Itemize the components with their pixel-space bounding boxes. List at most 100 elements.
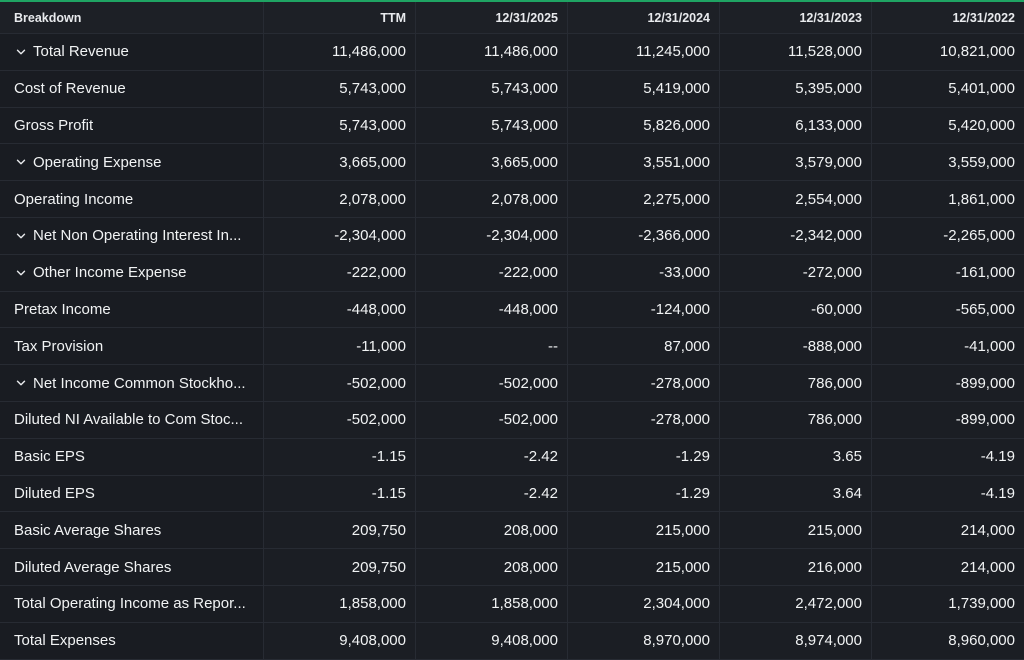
value-cell: 8,960,000 (872, 622, 1024, 659)
value-cell: 2,078,000 (416, 181, 568, 217)
row-label: Diluted EPS (14, 484, 95, 502)
value-cell: 5,401,000 (872, 70, 1024, 107)
row-label-cell: Total Operating Income as Repor... (0, 585, 264, 622)
row-label-cell[interactable]: Total Revenue (0, 34, 264, 70)
value-cell: 1,739,000 (872, 585, 1024, 622)
value-cell: -161,000 (872, 254, 1024, 291)
value-cell: 3,579,000 (720, 144, 872, 181)
row-label-cell: Pretax Income (0, 291, 264, 328)
value-cell: 208,000 (416, 549, 568, 585)
row-label-cell: Diluted EPS (0, 475, 264, 512)
value-cell: 2,472,000 (720, 585, 872, 622)
value-cell: 3,665,000 (416, 144, 568, 181)
value-cell: 209,750 (264, 512, 416, 549)
value-cell: -4.19 (872, 438, 1024, 475)
value-cell: 5,743,000 (416, 107, 568, 144)
row-label: Tax Provision (14, 337, 104, 355)
value-cell: -888,000 (720, 328, 872, 365)
value-cell: 8,970,000 (568, 622, 720, 659)
chevron-down-icon[interactable] (14, 266, 27, 279)
value-cell: -278,000 (568, 365, 720, 401)
value-cell: -2.42 (416, 475, 568, 512)
value-cell: 5,743,000 (264, 70, 416, 107)
row-label: Gross Profit (14, 116, 94, 134)
value-cell: -- (416, 328, 568, 365)
value-cell: -899,000 (872, 365, 1024, 401)
value-cell: -1.29 (568, 438, 720, 475)
value-cell: -1.15 (264, 438, 416, 475)
row-label: Diluted NI Available to Com Stoc... (14, 411, 243, 429)
value-cell: -33,000 (568, 254, 720, 291)
value-cell: -448,000 (264, 291, 416, 328)
value-cell: -2.42 (416, 438, 568, 475)
row-label-cell[interactable]: Net Non Operating Interest In... (0, 217, 264, 254)
value-cell: 208,000 (416, 512, 568, 549)
table-row[interactable]: Net Income Common Stockho... -502,000 -502… (0, 365, 1024, 402)
value-cell: -2,366,000 (568, 217, 720, 254)
value-cell: 3.64 (720, 475, 872, 512)
row-label-cell: Basic EPS (0, 438, 264, 475)
value-cell: -2,304,000 (264, 217, 416, 254)
value-cell: 215,000 (568, 512, 720, 549)
chevron-down-icon[interactable] (14, 156, 27, 169)
value-cell: -60,000 (720, 291, 872, 328)
value-cell: -278,000 (568, 401, 720, 438)
row-label-cell: Tax Provision (0, 328, 264, 365)
row-label: Other Income Expense (33, 264, 187, 282)
value-cell: 215,000 (568, 549, 720, 585)
value-cell: -222,000 (416, 254, 568, 291)
row-label: Net Non Operating Interest In... (33, 227, 242, 245)
row-label: Operating Income (14, 190, 134, 208)
value-cell: 1,861,000 (872, 181, 1024, 217)
value-cell: 214,000 (872, 512, 1024, 549)
value-cell: 5,743,000 (416, 70, 568, 107)
value-cell: 3,559,000 (872, 144, 1024, 181)
value-cell: 2,275,000 (568, 181, 720, 217)
row-label-cell: Total Expenses (0, 622, 264, 659)
value-cell: -11,000 (264, 328, 416, 365)
chevron-down-icon[interactable] (14, 229, 27, 242)
value-cell: 786,000 (720, 365, 872, 401)
table-row[interactable]: Operating Expense 3,665,000 3,665,000 3,551… (0, 144, 1024, 182)
value-cell: 786,000 (720, 401, 872, 438)
chevron-down-icon[interactable] (14, 45, 27, 58)
row-label: Total Operating Income as Repor... (14, 595, 246, 613)
value-cell: 3,665,000 (264, 144, 416, 181)
value-cell: 2,304,000 (568, 585, 720, 622)
chevron-down-icon[interactable] (14, 377, 27, 390)
row-label-cell[interactable]: Net Income Common Stockho... (0, 365, 264, 401)
value-cell: 6,133,000 (720, 107, 872, 144)
table-header-row: Breakdown TTM 12/31/2025 12/31/2024 12/3… (0, 2, 1024, 34)
value-cell: 11,528,000 (720, 34, 872, 70)
value-cell: 9,408,000 (264, 622, 416, 659)
header-period-2022: 12/31/2022 (872, 2, 1024, 33)
table-row[interactable]: Other Income Expense -222,000 -222,000 -33,… (0, 254, 1024, 292)
value-cell: 209,750 (264, 549, 416, 585)
table-row: Tax Provision -11,000 -- 87,000 -888,000 -41,… (0, 328, 1024, 366)
value-cell: 214,000 (872, 549, 1024, 585)
accent-top-bar (0, 0, 1024, 2)
table-row: Diluted NI Available to Com Stoc... -502,… (0, 401, 1024, 439)
row-label-cell[interactable]: Other Income Expense (0, 254, 264, 291)
row-label-cell: Diluted Average Shares (0, 549, 264, 585)
table-row: Pretax Income -448,000 -448,000 -124,000 -60… (0, 291, 1024, 329)
value-cell: -502,000 (416, 401, 568, 438)
value-cell: -2,304,000 (416, 217, 568, 254)
value-cell: 2,554,000 (720, 181, 872, 217)
row-label: Basic Average Shares (14, 521, 162, 539)
table-row: Basic EPS -1.15 -2.42 -1.29 3.65 -4.19 (0, 438, 1024, 476)
value-cell: -1.15 (264, 475, 416, 512)
value-cell: 216,000 (720, 549, 872, 585)
table-row: Diluted EPS -1.15 -2.42 -1.29 3.64 -4.19 (0, 475, 1024, 513)
table-row[interactable]: Total Revenue 11,486,000 11,486,000 11,245,… (0, 34, 1024, 71)
value-cell: 10,821,000 (872, 34, 1024, 70)
table-row[interactable]: Net Non Operating Interest In... -2,304,0… (0, 217, 1024, 255)
value-cell: -4.19 (872, 475, 1024, 512)
value-cell: -2,342,000 (720, 217, 872, 254)
value-cell: 3.65 (720, 438, 872, 475)
value-cell: -502,000 (264, 365, 416, 401)
row-label-cell[interactable]: Operating Expense (0, 144, 264, 181)
value-cell: 5,419,000 (568, 70, 720, 107)
value-cell: 11,486,000 (416, 34, 568, 70)
